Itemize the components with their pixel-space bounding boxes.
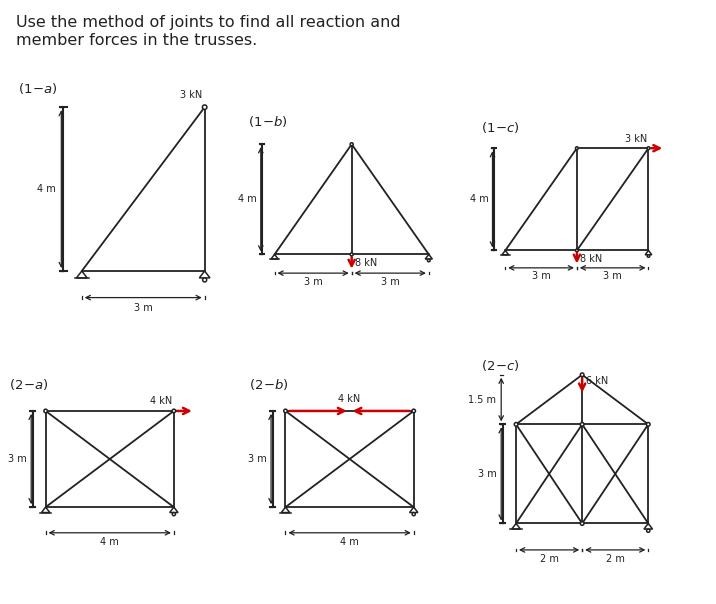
Text: $(1\!-\!c)$: $(1\!-\!c)$ <box>481 120 520 135</box>
Circle shape <box>647 255 649 257</box>
Text: 3 m: 3 m <box>134 303 153 312</box>
Text: 4 kN: 4 kN <box>150 396 173 405</box>
Text: 4 m: 4 m <box>100 537 119 547</box>
Text: 4 m: 4 m <box>238 194 257 204</box>
Circle shape <box>203 105 207 109</box>
Text: 3 m: 3 m <box>9 454 27 464</box>
Text: 1.5 m: 1.5 m <box>468 394 496 405</box>
Circle shape <box>412 513 415 516</box>
Circle shape <box>172 409 175 413</box>
Circle shape <box>350 143 353 146</box>
Circle shape <box>576 147 579 150</box>
Circle shape <box>44 409 47 413</box>
Text: 4 m: 4 m <box>470 194 489 204</box>
Circle shape <box>581 522 584 525</box>
Text: 4 m: 4 m <box>37 184 56 194</box>
Text: 8 kN: 8 kN <box>355 258 377 268</box>
Text: Use the method of joints to find all reaction and: Use the method of joints to find all rea… <box>16 15 400 30</box>
Circle shape <box>576 249 579 252</box>
Text: 3 m: 3 m <box>532 271 551 281</box>
Text: 4 kN: 4 kN <box>339 394 361 404</box>
Text: $(1\!-\!b)$: $(1\!-\!b)$ <box>248 114 289 129</box>
Text: 3 m: 3 m <box>381 277 400 287</box>
Text: 3 m: 3 m <box>478 469 497 479</box>
Text: $(1\!-\!a)$: $(1\!-\!a)$ <box>19 80 58 95</box>
Circle shape <box>173 513 175 516</box>
Text: 3 kN: 3 kN <box>625 133 647 144</box>
Circle shape <box>284 409 287 413</box>
Circle shape <box>514 423 518 426</box>
Circle shape <box>581 423 584 426</box>
Circle shape <box>203 278 207 282</box>
Circle shape <box>412 409 415 413</box>
Text: $(2\!-\!a)$: $(2\!-\!a)$ <box>9 378 49 392</box>
Text: member forces in the trusses.: member forces in the trusses. <box>16 33 257 48</box>
Circle shape <box>647 423 650 426</box>
Text: 2 m: 2 m <box>606 554 624 564</box>
Text: $(2\!-\!b)$: $(2\!-\!b)$ <box>248 378 289 392</box>
Text: 8 kN: 8 kN <box>580 254 602 263</box>
Circle shape <box>581 373 584 376</box>
Text: 3 kN: 3 kN <box>180 90 203 100</box>
Text: $(2\!-\!c)$: $(2\!-\!c)$ <box>481 358 521 373</box>
Text: 3 m: 3 m <box>604 271 622 281</box>
Circle shape <box>647 529 650 532</box>
Text: 3 m: 3 m <box>304 277 322 287</box>
Circle shape <box>350 253 353 256</box>
Text: 4 m: 4 m <box>340 537 359 547</box>
Text: 3 m: 3 m <box>248 454 267 464</box>
Text: 2 m: 2 m <box>540 554 558 564</box>
Circle shape <box>647 147 650 150</box>
Circle shape <box>427 259 430 262</box>
Text: 6 kN: 6 kN <box>586 376 609 387</box>
